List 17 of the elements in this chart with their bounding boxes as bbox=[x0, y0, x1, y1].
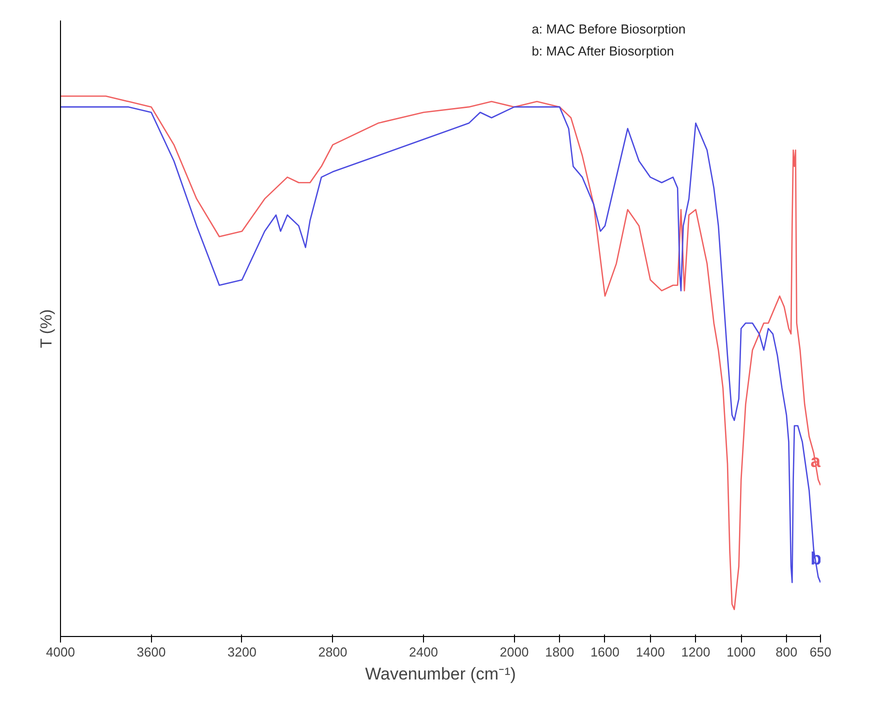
x-tick-label: 3200 bbox=[228, 644, 256, 660]
x-tick-label: 3600 bbox=[136, 644, 166, 660]
x-tick-label: 4000 bbox=[46, 644, 75, 660]
x-tick-label: 1400 bbox=[636, 644, 665, 660]
x-axis-title: Wavenumber (cm⁻¹) bbox=[365, 664, 516, 684]
x-tick-label: 2000 bbox=[500, 644, 529, 660]
x-tick-label: 1800 bbox=[545, 644, 574, 660]
x-tick-label: 800 bbox=[776, 644, 798, 660]
x-tick-label: 1200 bbox=[681, 644, 710, 660]
y-axis-title: T (%) bbox=[38, 309, 56, 348]
x-tick-label: 2400 bbox=[409, 644, 438, 660]
text: a: MAC Before Biosorption bbox=[532, 22, 686, 37]
text: b: MAC After Biosorption bbox=[532, 43, 674, 58]
x-tick-label: 650 bbox=[810, 644, 832, 660]
x-tick-label: 1600 bbox=[590, 644, 620, 660]
x-tick-label: 2800 bbox=[318, 644, 348, 660]
x-tick-label: 1000 bbox=[726, 644, 756, 660]
